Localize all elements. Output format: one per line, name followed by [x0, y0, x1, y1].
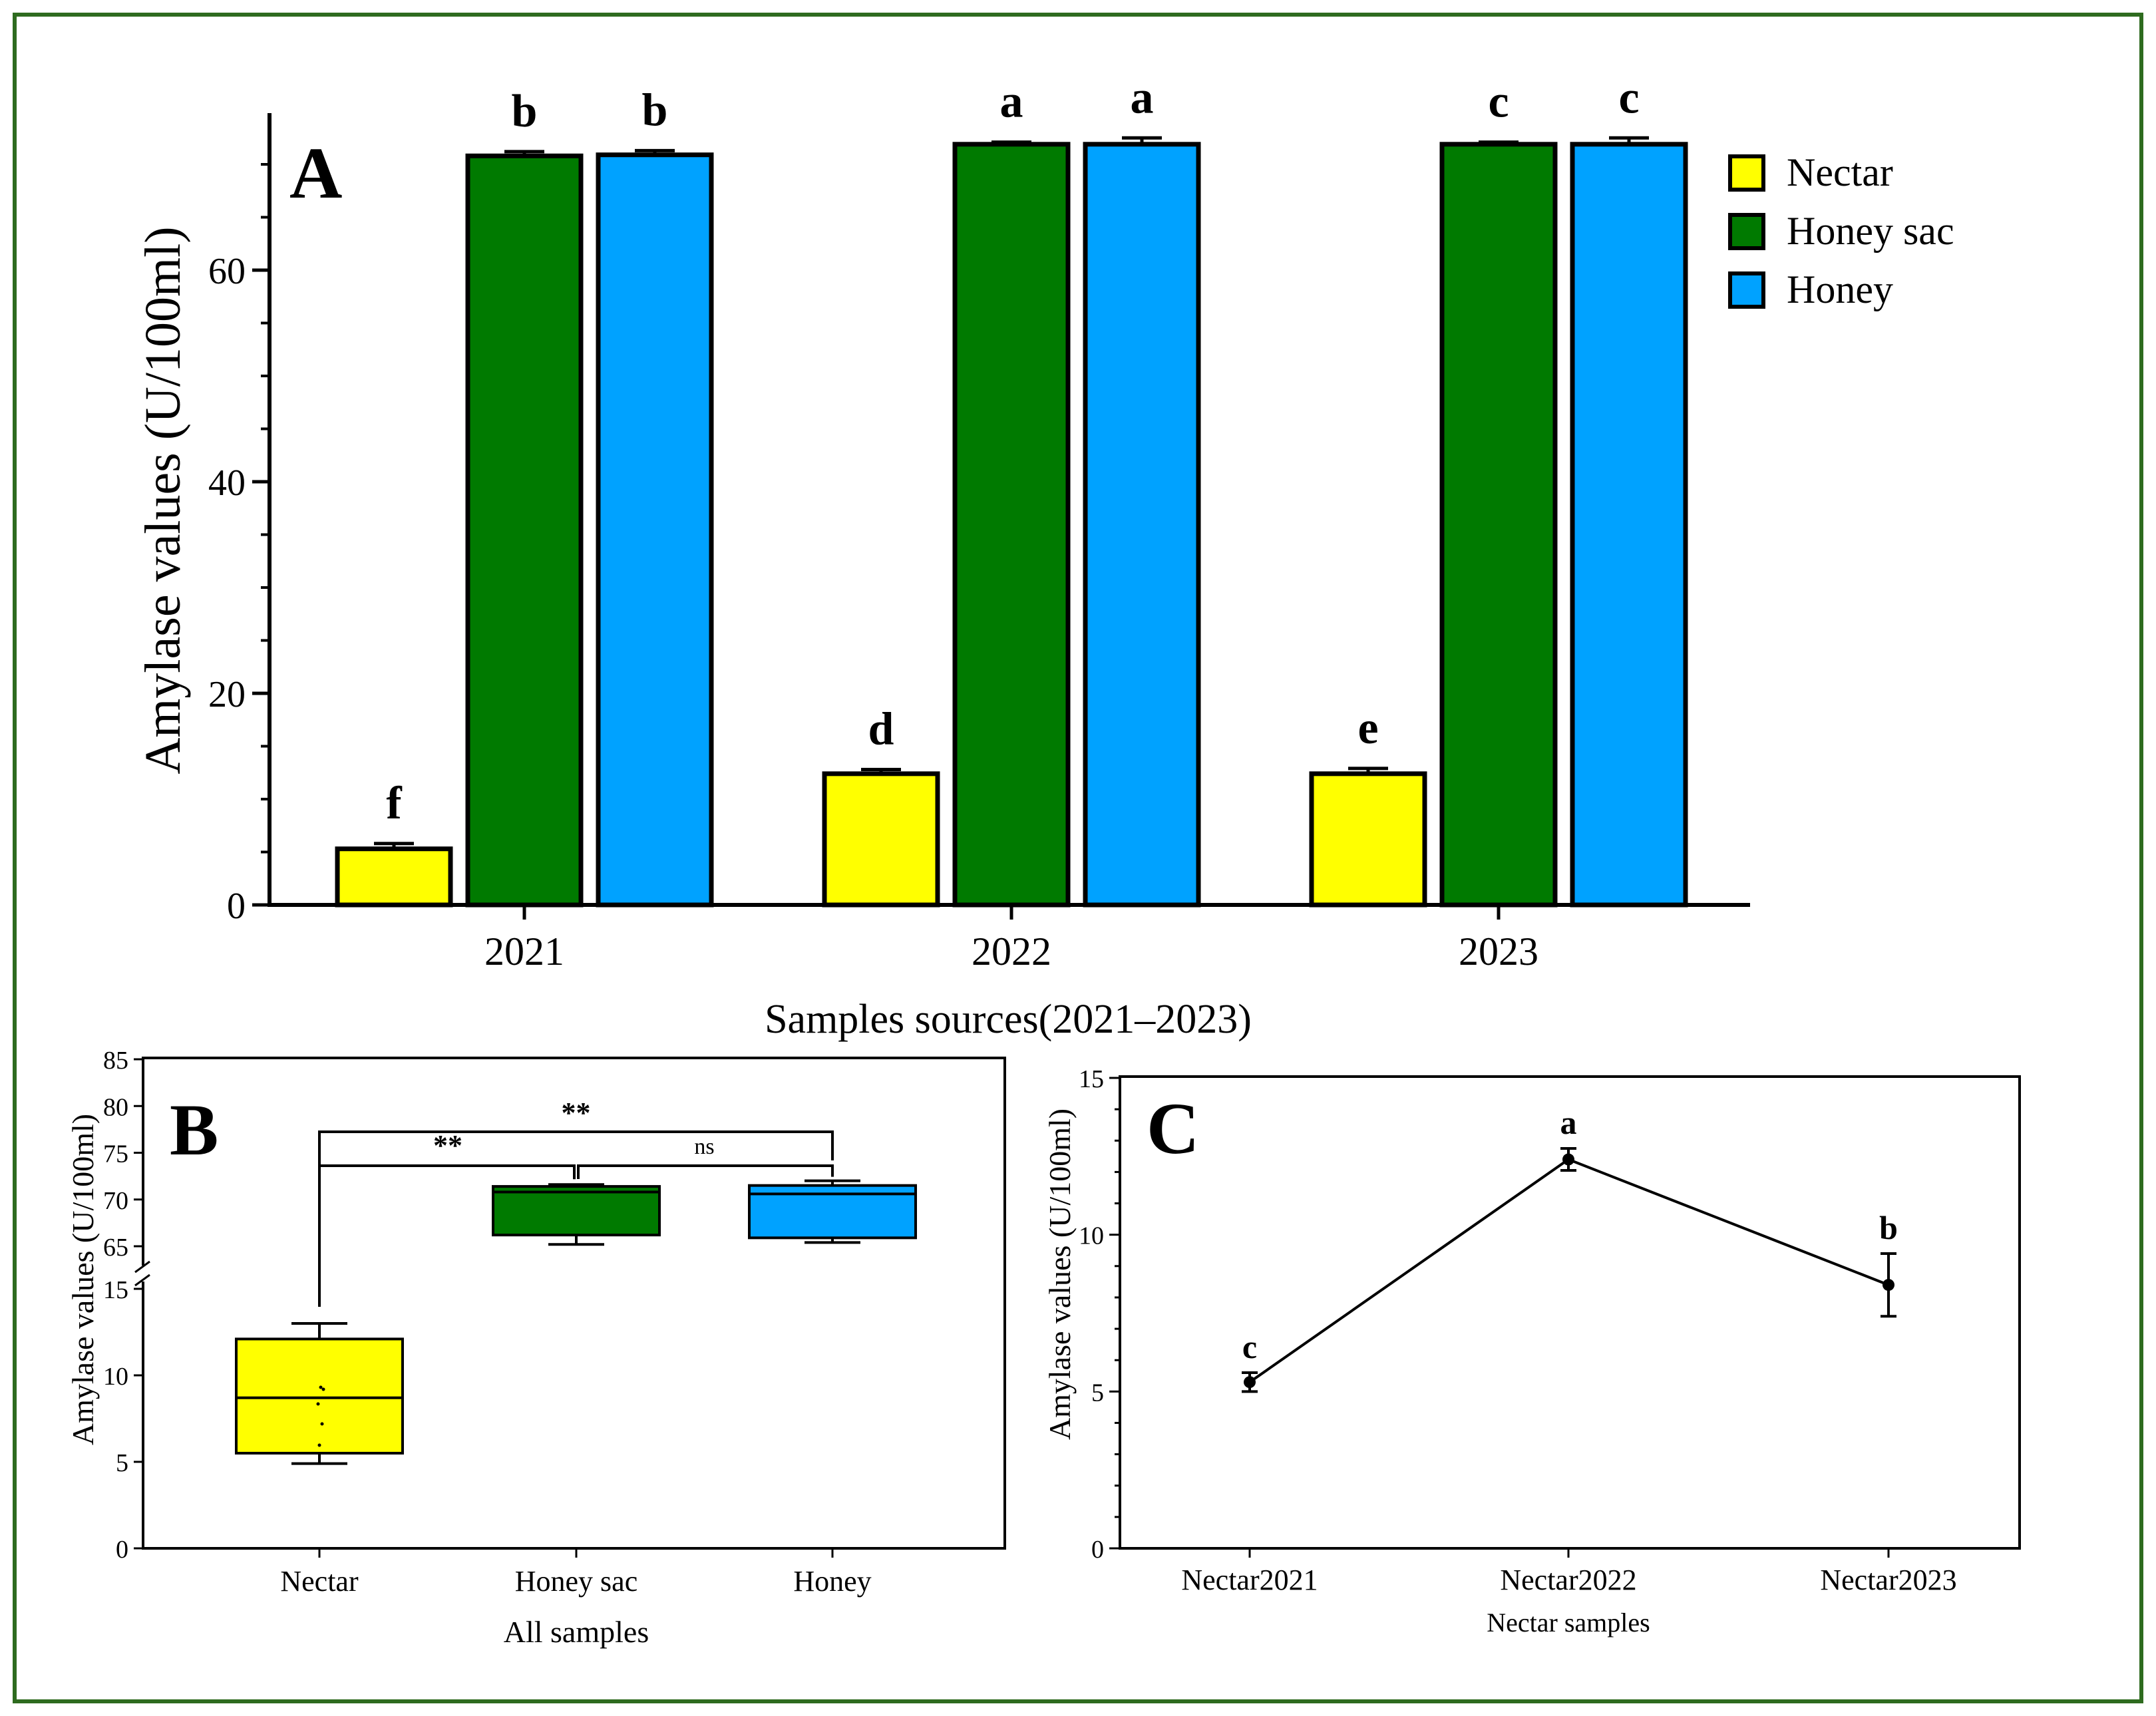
panel-c-sig-letter: a [1560, 1104, 1577, 1141]
panel-b-data-point [319, 1385, 323, 1389]
panel-a-ylabel: Amylase values (U/100ml) [135, 226, 191, 774]
panel-b-ytick-label: 10 [103, 1363, 128, 1391]
panel-a-ytick-label: 20 [208, 674, 246, 715]
panel-b-sig-bracket-nectar-honey [318, 1130, 834, 1166]
panel-a-sig-letter: a [1131, 72, 1154, 123]
panel-b-xtick-label: Nectar [280, 1565, 359, 1598]
panel-c-ytick-label: 10 [1079, 1222, 1104, 1250]
panel-a-legend: Nectar Honey sac Honey [1728, 150, 1954, 311]
panel-c-ytick-label: 5 [1091, 1379, 1104, 1407]
panel-b-sig-bracket-honeysac-honey [577, 1164, 834, 1179]
panel-a-sig-letter: c [1618, 72, 1639, 123]
panel-a-legend-swatch-nectar [1728, 154, 1765, 192]
panel-b-frame [142, 1057, 1006, 1550]
panel-a-legend-label-honey-sac: Honey sac [1787, 209, 1954, 253]
panel-a-bar-honey-2023 [1570, 142, 1688, 908]
panel-a-bar-honey-2021 [596, 152, 714, 908]
panel-c-xlabel: Nectar samples [1487, 1608, 1650, 1637]
panel-a: A Amylase values (U/100ml) Samples sourc… [135, 72, 1954, 1042]
panel-c-sig-letter: c [1242, 1328, 1257, 1365]
panel-b-box-nectar [235, 1337, 404, 1455]
panel-c-sig-letter: b [1879, 1209, 1898, 1246]
panel-b-sig-label: ** [433, 1129, 462, 1162]
panel-b-axis-break-mark [134, 1274, 150, 1287]
panel-b-ytick-label: 75 [103, 1140, 128, 1168]
panel-a-xtick-label: 2021 [484, 930, 564, 973]
panel-b-ytick-label: 80 [103, 1093, 128, 1121]
panel-b-data-point [321, 1387, 325, 1391]
panel-a-label: A [289, 132, 342, 214]
panel-a-bar-nectar-2022 [822, 771, 940, 908]
panel-a-bar-nectar-2023 [1309, 771, 1427, 908]
panel-a-legend-swatch-honey [1728, 271, 1765, 309]
panel-a-ytick-label: 60 [208, 251, 246, 292]
panel-b-ylabel: Amylase values (U/100ml) [66, 1114, 100, 1445]
panel-c-xtick-label: Nectar2022 [1500, 1564, 1636, 1596]
panel-a-bar-honey-sac-2023 [1439, 142, 1558, 908]
panel-c-point-nectar2022 [1562, 1153, 1574, 1166]
panel-c-point-nectar2021 [1244, 1376, 1256, 1389]
panel-a-legend-label-nectar: Nectar [1787, 150, 1893, 194]
panel-a-sig-letter: d [868, 703, 894, 755]
panel-b-ytick-label: 15 [103, 1276, 128, 1304]
panel-c-ytick-label: 15 [1079, 1065, 1104, 1093]
panel-a-sig-letter: c [1488, 77, 1509, 128]
panel-c-xtick-label: Nectar2021 [1181, 1564, 1318, 1596]
panel-b-ytick-label: 5 [116, 1449, 128, 1477]
panel-a-bar-honey-2022 [1083, 142, 1201, 908]
panel-b-box-honey-sac [492, 1185, 661, 1237]
panel-c-point-nectar2023 [1883, 1279, 1894, 1291]
panel-a-xtick-label: 2022 [972, 930, 1051, 973]
panel-b-label: B [170, 1089, 218, 1170]
panel-b-ytick-label: 0 [116, 1536, 128, 1564]
panel-c-frame [1119, 1075, 2021, 1550]
panel-b-data-point [320, 1422, 324, 1426]
panel-a-bar-honey-sac-2021 [465, 153, 584, 908]
panel-a-ytick-label: 40 [208, 462, 246, 504]
panel-b-sig-label: ** [562, 1097, 591, 1129]
panel-a-sig-letter: e [1357, 703, 1378, 754]
panel-c: C Amylase values (U/100ml) Nectar sample… [1043, 1065, 2021, 1637]
panel-b-sig-bracket-nectar-honeysac [318, 1164, 576, 1307]
panel-b-data-point [316, 1402, 320, 1406]
panel-c-label: C [1147, 1088, 1199, 1169]
panel-a-sig-letter: f [386, 778, 402, 829]
panel-a-xlabel: Samples sources(2021–2023) [765, 997, 1252, 1042]
panel-b-sig-label: ns [694, 1134, 714, 1159]
panel-b-xtick-label: Honey [793, 1565, 871, 1598]
panel-b-ytick-label: 65 [103, 1234, 128, 1262]
panel-a-legend-label-honey: Honey [1787, 267, 1893, 311]
panel-a-sig-letter: b [512, 86, 538, 137]
panel-c-ytick-label: 0 [1091, 1536, 1104, 1564]
panel-b-xlabel: All samples [504, 1615, 649, 1649]
panel-b-data-point [317, 1443, 321, 1447]
panel-b-ytick-label: 70 [103, 1187, 128, 1215]
panel-a-legend-swatch-honey-sac [1728, 213, 1765, 250]
panel-c-ylabel: Amylase values (U/100ml) [1043, 1109, 1077, 1440]
panel-b: B Amylase values (U/100ml) All samples 0… [66, 1047, 1006, 1649]
panel-a-bar-nectar-2021 [335, 846, 453, 908]
panel-b-axis-break-mark [134, 1260, 150, 1274]
panel-c-xtick-label: Nectar2023 [1820, 1564, 1956, 1596]
panel-a-ytick-label: 0 [227, 886, 246, 927]
panel-a-sig-letter: a [1000, 77, 1023, 128]
panel-a-bar-honey-sac-2022 [952, 142, 1071, 908]
panel-a-xtick-label: 2023 [1459, 930, 1538, 973]
panel-a-sig-letter: b [642, 85, 668, 136]
panel-b-xtick-label: Honey sac [515, 1565, 638, 1598]
panel-b-ytick-label: 85 [103, 1047, 128, 1075]
